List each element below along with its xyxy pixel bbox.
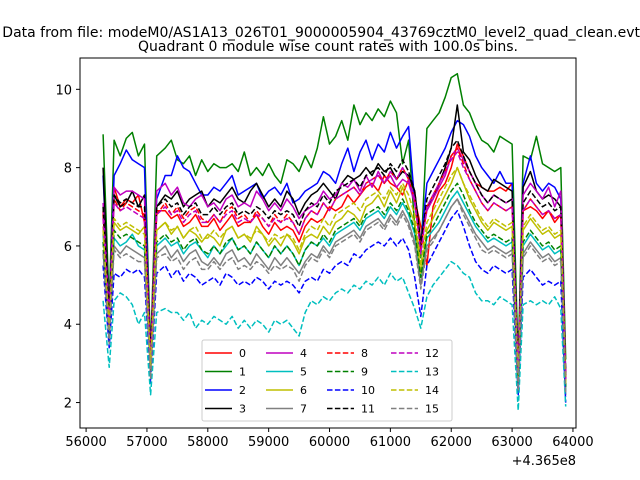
x-tick-label: 63000 [491, 435, 532, 450]
legend-box [201, 339, 453, 422]
series-line-11 [102, 139, 567, 376]
series-line-2 [102, 119, 567, 380]
x-tick-label: 59000 [248, 435, 289, 450]
x-tick-label: 57000 [126, 435, 167, 450]
legend-label-11: 11 [361, 403, 375, 416]
legend-label-4: 4 [300, 347, 307, 360]
legend-label-14: 14 [425, 384, 439, 397]
y-tick-label: 2 [64, 397, 72, 412]
series-line-14 [102, 166, 567, 384]
legend-label-15: 15 [425, 403, 439, 416]
figure-suptitle: Data from file: modeM0/AS1A13_026T01_900… [2, 25, 640, 41]
legend-label-1: 1 [239, 366, 246, 379]
x-tick-label: 60000 [309, 435, 350, 450]
chart-title: Quadrant 0 module wise count rates with … [138, 39, 518, 55]
series-line-12 [102, 151, 567, 380]
legend-label-7: 7 [300, 403, 307, 416]
legend-label-6: 6 [300, 384, 307, 397]
legend-label-0: 0 [239, 347, 246, 360]
legend-label-9: 9 [361, 366, 368, 379]
y-axis: 2 4 6 8 10 [55, 83, 80, 412]
x-tick-label: 56000 [65, 435, 106, 450]
series-line-0 [102, 143, 567, 384]
y-tick-label: 4 [64, 318, 72, 333]
series-line-13 [102, 260, 567, 412]
series-line-8 [102, 147, 567, 380]
legend-label-2: 2 [239, 384, 246, 397]
series-line-5 [102, 190, 567, 391]
legend-label-12: 12 [425, 347, 439, 360]
legend-label-10: 10 [361, 384, 375, 397]
x-axis: 56000 57000 58000 59000 60000 61000 62000 63000… [65, 428, 594, 450]
legend-label-8: 8 [361, 347, 368, 360]
legend-label-13: 13 [425, 366, 439, 379]
series-line-9 [102, 182, 567, 387]
legend-label-3: 3 [239, 403, 246, 416]
x-tick-label: 58000 [187, 435, 228, 450]
series-line-7 [102, 198, 567, 395]
series-layer [102, 72, 567, 412]
legend-label-5: 5 [300, 366, 307, 379]
x-tick-label: 64000 [552, 435, 593, 450]
series-line-10 [102, 209, 567, 403]
y-tick-label: 8 [64, 162, 72, 177]
x-tick-label: 61000 [370, 435, 411, 450]
plot-area: 56000 57000 58000 59000 60000 61000 62000 63000… [55, 57, 594, 469]
series-line-15 [102, 198, 567, 395]
axes-frame [79, 57, 577, 429]
x-offset-label: +4.365e8 [512, 454, 576, 469]
y-tick-label: 6 [64, 240, 72, 255]
x-tick-label: 62000 [431, 435, 472, 450]
y-tick-label: 10 [55, 83, 72, 98]
